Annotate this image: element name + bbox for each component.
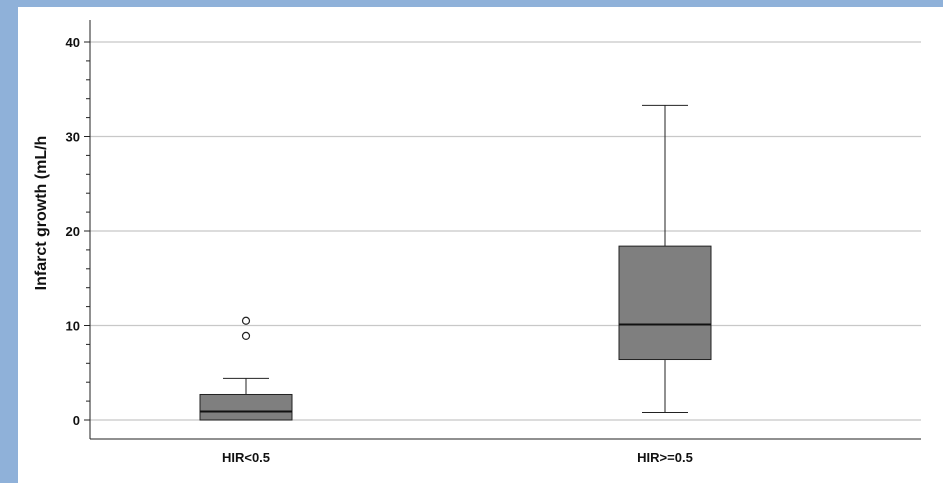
y-tick-label: 10 bbox=[66, 319, 80, 334]
outlier-point bbox=[241, 331, 251, 340]
y-tick-label: 0 bbox=[73, 413, 80, 428]
labels: 0 10 20 30 40 HIR<0.5 HIR>=0.5 bbox=[66, 35, 693, 465]
x-category-label: HIR<0.5 bbox=[222, 450, 270, 465]
boxes bbox=[199, 104, 712, 421]
grid-lines bbox=[90, 41, 921, 421]
x-category-label: HIR>=0.5 bbox=[637, 450, 693, 465]
y-axis-title: Infarct growth (mL/h bbox=[33, 136, 50, 291]
outlier-point bbox=[241, 316, 251, 325]
boxplot-chart: 0 10 20 30 40 HIR<0.5 HIR>=0.5 Infarct growth … bbox=[33, 20, 921, 465]
box-iqr bbox=[618, 245, 712, 361]
axes bbox=[84, 20, 921, 440]
box-group-2 bbox=[618, 104, 712, 413]
y-tick-label: 40 bbox=[66, 35, 80, 50]
chart-panel: 0 10 20 30 40 HIR<0.5 HIR>=0.5 Infarct growth … bbox=[18, 7, 943, 483]
box-group-1 bbox=[199, 316, 293, 421]
y-tick-label: 20 bbox=[66, 224, 80, 239]
y-tick-label: 30 bbox=[66, 130, 80, 145]
box-iqr bbox=[199, 393, 293, 421]
